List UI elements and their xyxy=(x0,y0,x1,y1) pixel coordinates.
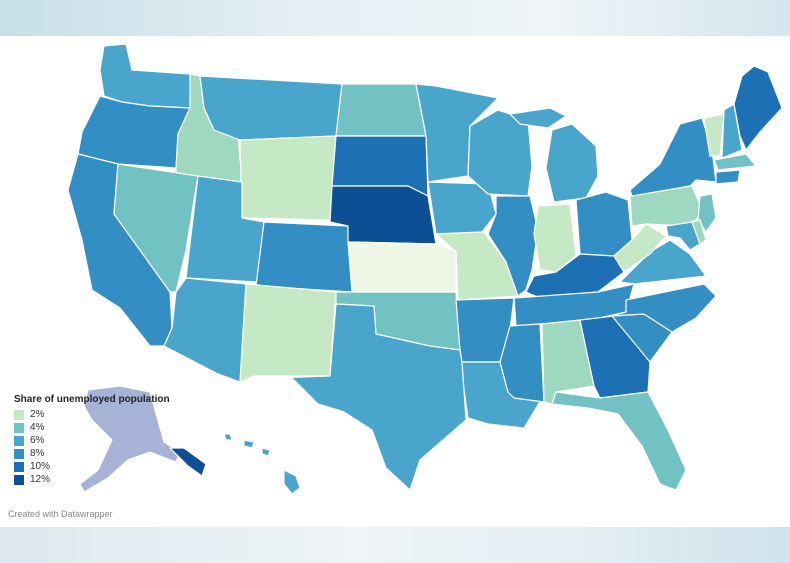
state-new-jersey[interactable] xyxy=(697,193,717,233)
legend-swatch-12pct xyxy=(14,474,24,485)
state-florida[interactable] xyxy=(551,391,687,491)
legend-row-6pct: 6% xyxy=(14,434,194,447)
state-kansas[interactable] xyxy=(347,241,457,293)
legend-swatch-2pct xyxy=(14,409,24,420)
state-new-hampshire[interactable] xyxy=(721,103,743,159)
legend-label-6pct: 6% xyxy=(30,435,45,446)
state-mississippi[interactable] xyxy=(499,323,545,403)
state-arizona[interactable] xyxy=(163,277,247,383)
legend-label-10pct: 10% xyxy=(30,461,51,472)
datawrapper-credit: Created with Datawrapper xyxy=(8,509,113,519)
legend-row-4pct: 4% xyxy=(14,421,194,434)
legend-label-2pct: 2% xyxy=(30,409,45,420)
legend-label-8pct: 8% xyxy=(30,448,45,459)
state-washington[interactable] xyxy=(99,43,193,109)
legend-swatch-4pct xyxy=(14,422,24,433)
state-ohio[interactable] xyxy=(575,191,633,257)
map-legend: Share of unemployed population 2% 4% 6% … xyxy=(14,394,194,486)
top-background-band xyxy=(0,0,790,36)
legend-row-2pct: 2% xyxy=(14,408,194,421)
state-colorado[interactable] xyxy=(255,221,353,293)
legend-row-10pct: 10% xyxy=(14,460,194,473)
state-new-mexico[interactable] xyxy=(239,283,337,383)
state-delaware[interactable] xyxy=(691,219,707,245)
state-north-dakota[interactable] xyxy=(335,83,427,137)
legend-swatch-10pct xyxy=(14,461,24,472)
state-hawaii[interactable] xyxy=(223,433,301,495)
legend-label-12pct: 12% xyxy=(30,474,51,485)
state-connecticut[interactable] xyxy=(715,169,741,185)
legend-row-12pct: 12% xyxy=(14,473,194,486)
state-north-carolina[interactable] xyxy=(611,283,717,333)
legend-label-4pct: 4% xyxy=(30,422,45,433)
legend-row-8pct: 8% xyxy=(14,447,194,460)
state-illinois[interactable] xyxy=(487,195,539,297)
us-choropleth-map xyxy=(67,43,783,495)
legend-swatch-8pct xyxy=(14,448,24,459)
state-oregon[interactable] xyxy=(77,95,191,169)
state-wyoming[interactable] xyxy=(239,135,337,221)
state-montana[interactable] xyxy=(199,75,343,141)
state-michigan[interactable] xyxy=(509,107,599,203)
state-new-york[interactable] xyxy=(629,117,717,197)
state-west-virginia[interactable] xyxy=(613,223,667,273)
state-vermont[interactable] xyxy=(703,113,725,157)
legend-swatch-6pct xyxy=(14,435,24,446)
legend-title: Share of unemployed population xyxy=(14,394,170,405)
state-alaska-panhandle[interactable] xyxy=(169,447,207,477)
state-alaska[interactable] xyxy=(79,385,181,493)
state-wisconsin[interactable] xyxy=(467,109,533,197)
state-massachusetts[interactable] xyxy=(713,153,757,171)
state-maine[interactable] xyxy=(733,65,783,151)
bottom-background-band xyxy=(0,527,790,563)
state-texas[interactable] xyxy=(271,303,467,491)
